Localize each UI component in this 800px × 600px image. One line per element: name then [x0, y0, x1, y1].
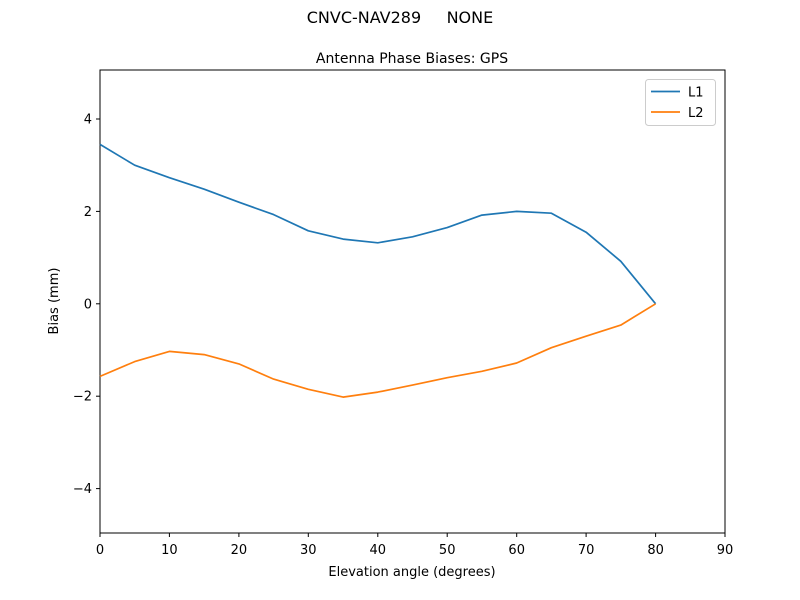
plot-border [99, 69, 726, 534]
y-tick-label: −2 [73, 390, 92, 405]
data-series [99, 143, 657, 398]
x-tick-label: 30 [300, 543, 317, 558]
x-tick-label: 20 [231, 543, 248, 558]
x-tick-label: 80 [647, 543, 664, 558]
figure-suptitle: CNVC-NAV289 NONE [307, 8, 493, 27]
legend-l1-label: L1 [688, 86, 704, 101]
y-tick-label: 2 [84, 205, 92, 220]
axes-title: Antenna Phase Biases: GPS [316, 51, 508, 67]
axis-ticks: 0 10 20 30 40 50 60 70 80 90 −4 −2 0 2 4 [73, 113, 733, 559]
y-axis-label: Bias (mm) [47, 268, 62, 335]
x-tick-label: 50 [439, 543, 456, 558]
legend-box [645, 79, 716, 126]
y-tick-label: −4 [73, 482, 92, 497]
l2-line [99, 303, 657, 398]
l1-line [99, 143, 657, 305]
y-tick-label: 0 [84, 297, 92, 312]
y-tick-label: 4 [84, 113, 92, 128]
legend: L1 L2 [645, 79, 716, 126]
x-tick-label: 10 [161, 543, 178, 558]
x-tick-label: 90 [717, 543, 734, 558]
x-tick-label: 40 [370, 543, 387, 558]
x-tick-label: 70 [578, 543, 595, 558]
x-axis-label: Elevation angle (degrees) [328, 565, 495, 580]
x-tick-label: 60 [508, 543, 525, 558]
legend-l2-label: L2 [688, 106, 704, 121]
x-tick-label: 0 [96, 543, 104, 558]
